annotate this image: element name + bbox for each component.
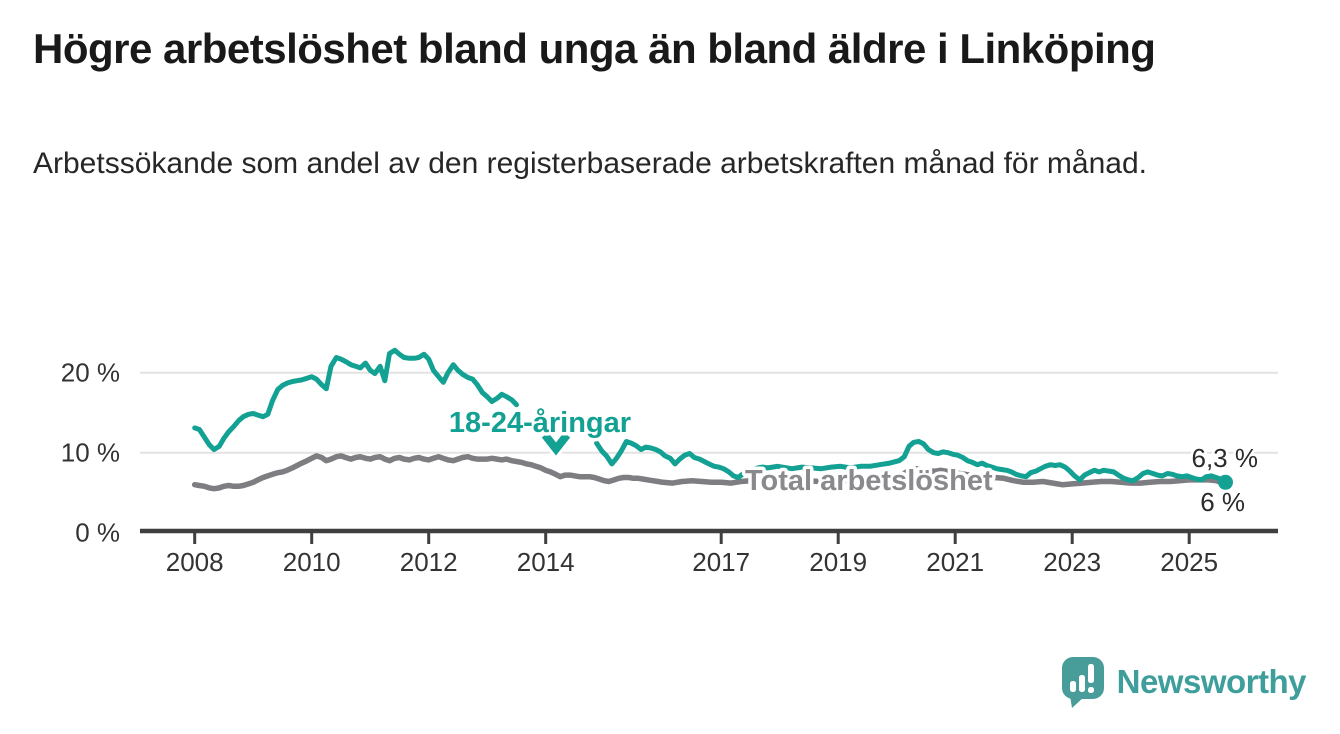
x-tick-label: 2014 — [517, 547, 575, 577]
x-axis: 2008 2010 2012 2014 2017 2019 2021 2023 2025 — [166, 531, 1218, 577]
newsworthy-logo[interactable]: Newsworthy — [1061, 656, 1307, 708]
series-line-total — [191, 453, 1229, 492]
x-tick-label: 2012 — [400, 547, 458, 577]
y-axis: 0 % 10 % 20 % — [61, 358, 120, 548]
series-label-total: Total arbetslöshet — [745, 465, 993, 497]
y-tick-label: 20 % — [61, 358, 120, 388]
newsworthy-wordmark: Newsworthy — [1116, 663, 1307, 700]
gridlines — [140, 371, 1278, 454]
y-tick-label: 0 % — [75, 518, 120, 548]
page-subtitle: Arbetssökande som andel av den registerb… — [33, 146, 1147, 180]
header: Högre arbetslöshet bland unga än bland ä… — [33, 22, 1293, 186]
end-value-youth: 6,3 % — [1192, 443, 1259, 473]
logo-exclamation-bar — [1087, 664, 1094, 683]
series-lines — [191, 347, 1229, 492]
x-tick-label: 2025 — [1160, 547, 1218, 577]
x-tick-label: 2019 — [809, 547, 867, 577]
series-label-youth: 18-24-åringar — [449, 407, 631, 439]
x-tick-label: 2008 — [166, 547, 224, 577]
x-tick-label: 2010 — [283, 547, 341, 577]
x-tick-label: 2021 — [926, 547, 984, 577]
logo-bar-mid — [1078, 675, 1085, 692]
page-title: Högre arbetslöshet bland unga än bland ä… — [33, 25, 1156, 72]
x-tick-label: 2017 — [692, 547, 750, 577]
arrow-down-icon — [541, 432, 571, 456]
logo-exclamation-dot — [1087, 687, 1094, 693]
series-line-youth — [192, 347, 1228, 485]
annotations: 18-24-åringar Total arbetslöshet 6,3 % 6… — [445, 404, 1260, 520]
series-end-dot — [1218, 474, 1233, 490]
logo-bubble-tail — [1069, 696, 1085, 708]
x-tick-label: 2023 — [1043, 547, 1101, 577]
y-tick-label: 10 % — [61, 438, 120, 468]
end-value-total: 6 % — [1200, 487, 1245, 517]
newsworthy-logo-icon — [1061, 657, 1104, 708]
logo-bar-short — [1069, 681, 1076, 692]
